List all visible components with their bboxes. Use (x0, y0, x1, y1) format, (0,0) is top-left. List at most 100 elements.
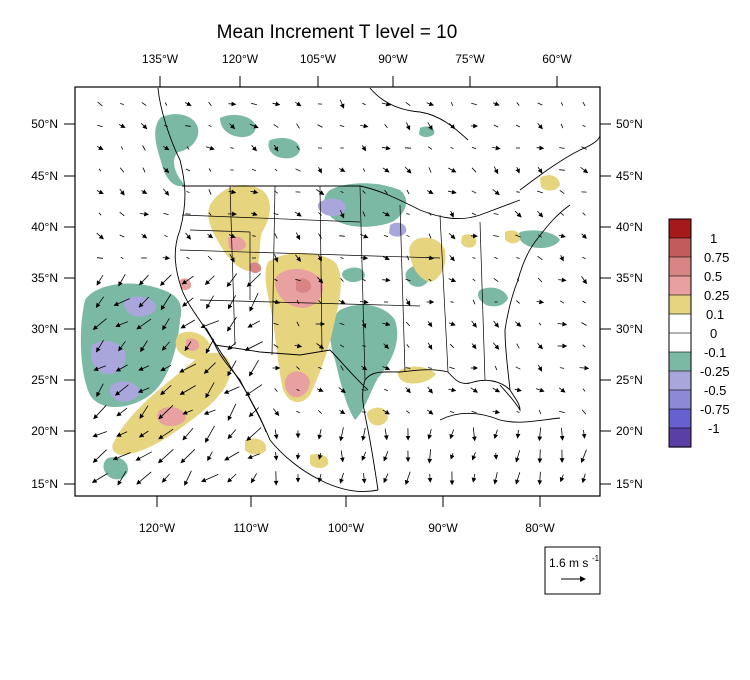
wind-vector-arrow (384, 123, 388, 129)
colorbar-swatch (668, 427, 692, 448)
wind-vector-arrow (223, 386, 240, 394)
reference-vector-box: 1.6 m s -1 (544, 546, 601, 595)
wind-vector-arrow (536, 299, 545, 305)
wind-vector-arrow (184, 341, 192, 352)
wind-vector-arrow (515, 472, 521, 485)
wind-vector-arrow (205, 382, 215, 399)
wind-vector-arrow (384, 190, 388, 194)
wind-vector-arrow (472, 299, 476, 305)
colorbar-swatch (668, 237, 692, 258)
top-lon-axis: 135°W 120°W 105°W 90°W 75°W 60°W (142, 52, 572, 87)
colorbar: 1 0.75 0.5 0.25 0.1 0 -0.1 -0.25 -0.5 -0… (668, 218, 730, 448)
wind-vector-arrow (227, 429, 237, 440)
wind-vector-arrow (161, 341, 170, 351)
field-patch (310, 454, 329, 469)
wind-vector-arrow (405, 387, 411, 394)
wind-vector-arrow (135, 451, 152, 461)
colorbar-swatch (668, 313, 692, 334)
wind-vector-arrow (340, 257, 344, 259)
wind-vector-arrow (318, 410, 322, 414)
wind-vector-arrow (448, 387, 457, 393)
wind-vector-arrow (118, 123, 126, 128)
field-patch (208, 185, 270, 272)
top-lon-label: 120°W (222, 52, 259, 66)
wind-vector-arrow (493, 320, 500, 328)
wind-vector-arrow (273, 254, 279, 263)
top-lon-label: 75°W (455, 52, 485, 66)
wind-vector-arrow (471, 410, 477, 414)
field-patch (461, 234, 477, 248)
wind-vector-arrow (113, 298, 130, 306)
wind-vector-arrow (559, 411, 565, 413)
wind-vector-arrow (559, 474, 565, 483)
wind-vector-arrow (339, 322, 345, 326)
wind-vector-arrow (449, 429, 455, 440)
left-lat-label: 25°N (31, 373, 58, 387)
wind-vector-arrow (274, 233, 278, 239)
wind-vector-arrow (514, 210, 522, 218)
wind-vector-arrow (448, 321, 456, 326)
wind-vector-arrow (118, 341, 126, 352)
wind-vector-arrow (581, 409, 587, 415)
wind-vector-arrow (426, 189, 434, 194)
wind-vector-arrow (581, 233, 587, 239)
wind-vector-arrow (405, 278, 411, 282)
wind-vector-arrow (538, 322, 542, 326)
wind-vector-arrow (381, 101, 392, 107)
field-patch (109, 381, 140, 402)
wind-vector-arrow (427, 146, 433, 150)
bottom-lon-label: 80°W (525, 521, 555, 535)
right-lat-label: 50°N (616, 117, 643, 131)
wind-vector-arrow (537, 122, 543, 130)
wind-vector-arrow (141, 102, 147, 106)
colorbar-label: 0.1 (706, 307, 724, 322)
wind-vector-arrow (537, 471, 543, 485)
colorbar-label: -1 (708, 421, 720, 436)
wind-vector-arrow (120, 103, 124, 105)
wind-vector-arrow (316, 189, 325, 195)
florida (469, 379, 521, 412)
maritime-coast (519, 134, 600, 191)
wind-vector-arrow (317, 124, 323, 128)
wind-vector-arrow (186, 257, 190, 259)
wind-vector-arrow (229, 253, 235, 263)
wind-vector-arrow (582, 256, 586, 260)
wind-vector-arrow (227, 342, 237, 351)
wind-vector-arrow (537, 449, 543, 464)
wind-vector-arrow (248, 407, 259, 418)
wind-vector-arrow (339, 235, 345, 237)
field-patch (284, 371, 310, 398)
wind-vector-arrow (164, 234, 168, 238)
field-patch (397, 366, 436, 384)
bottom-lon-label: 100°W (328, 521, 365, 535)
wind-vector-arrow (515, 124, 521, 128)
wind-vector-arrow (405, 298, 411, 306)
wind-vector-arrow (428, 367, 432, 369)
wind-vector-arrow (560, 102, 564, 106)
wind-vector-arrow (426, 409, 434, 415)
wind-vector-arrow (493, 277, 499, 283)
wind-vector-arrow (97, 124, 103, 128)
wind-vector-arrow (273, 212, 279, 216)
wind-vector-arrow (472, 257, 476, 259)
wind-vector-arrow (247, 320, 261, 328)
left-lat-label: 30°N (31, 322, 58, 336)
wind-vector-arrow (138, 430, 149, 438)
wind-vector-arrow (381, 145, 391, 151)
wind-vector-arrow (139, 405, 149, 419)
wind-vector-arrow (471, 452, 477, 461)
wind-vector-arrow (93, 405, 107, 420)
wind-vector-arrow (559, 212, 565, 216)
wind-vector-arrow (557, 321, 568, 327)
field-patch (103, 457, 128, 480)
wind-vector-arrow (427, 342, 433, 350)
wind-vector-arrow (537, 210, 544, 218)
wind-vector-arrow (138, 274, 149, 286)
wind-vector-arrow (162, 255, 171, 261)
right-lat-label: 25°N (616, 373, 643, 387)
wind-vector-arrow (361, 389, 367, 391)
wind-vector-arrow (119, 167, 125, 173)
wind-vector-arrow (383, 428, 389, 441)
wind-vector-arrow (581, 429, 587, 439)
wind-vector-arrow (249, 123, 259, 129)
